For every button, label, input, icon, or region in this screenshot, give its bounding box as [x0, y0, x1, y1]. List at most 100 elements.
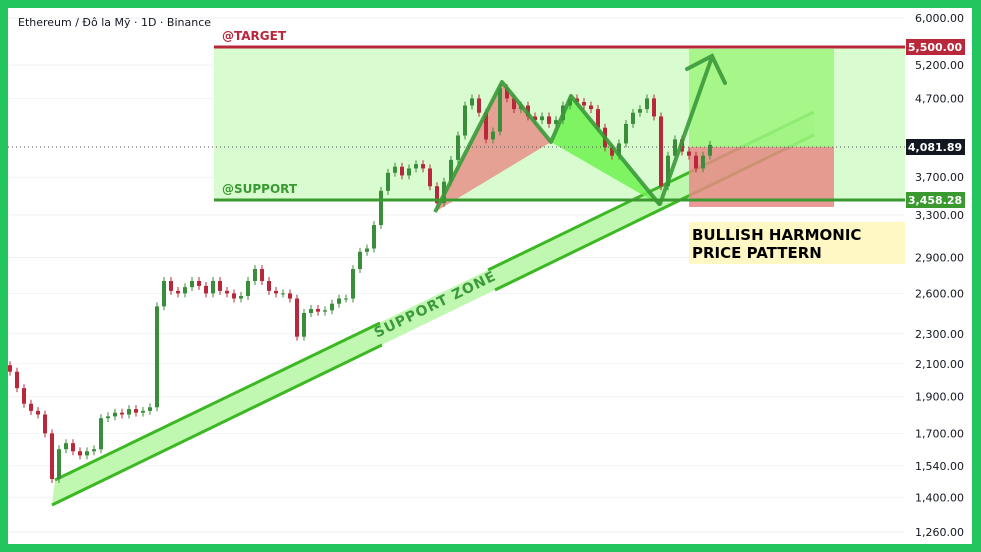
candle-body: [176, 290, 180, 294]
candle-body: [29, 403, 33, 411]
candle-body: [246, 280, 250, 296]
candle-body: [652, 98, 656, 117]
bullish-arrow-icon: [658, 53, 727, 206]
candle-body: [512, 98, 516, 110]
candle-body: [85, 451, 89, 456]
pattern-note-line2: PRICE PATTERN: [692, 244, 822, 262]
y-tick-label: 2,600.00: [915, 287, 964, 300]
candle-body: [127, 409, 131, 415]
candle-body: [211, 280, 215, 294]
candle-body: [435, 186, 439, 204]
position-loss-box: [689, 147, 834, 207]
candle-body: [295, 298, 299, 337]
y-tick-label: 1,540.00: [915, 460, 964, 473]
candle-body: [232, 293, 236, 299]
candle-body: [393, 166, 397, 173]
y-tick-label: 2,300.00: [915, 328, 964, 341]
support-zone-channel: [52, 112, 814, 505]
last-price-tag-text: 4,081.89: [908, 141, 962, 154]
candle-body: [162, 280, 166, 307]
candle-body: [15, 371, 19, 389]
candle-body: [421, 164, 425, 169]
candle-body: [92, 449, 96, 452]
candle-body: [645, 98, 649, 110]
candle-body: [386, 172, 390, 191]
candle-body: [631, 112, 635, 124]
candle-body: [540, 116, 544, 121]
support-price-tag: [906, 192, 965, 208]
candle-body: [134, 409, 138, 413]
candle-body: [414, 164, 418, 169]
position-profit-box: [689, 49, 834, 147]
candle-body: [8, 365, 12, 372]
candle-body: [484, 112, 488, 140]
candle-body: [687, 151, 691, 156]
candle-body: [337, 298, 341, 304]
candle-body: [694, 155, 698, 169]
y-tick-label: 2,900.00: [915, 251, 964, 264]
candle-body: [288, 293, 292, 299]
candle-body: [204, 285, 208, 294]
candle-body: [22, 388, 26, 404]
candle-body: [344, 298, 348, 300]
candle-body: [554, 120, 558, 124]
candle-body: [428, 168, 432, 187]
y-tick-label: 3,300.00: [915, 209, 964, 222]
candle-body: [547, 116, 551, 124]
candle-body: [120, 412, 124, 415]
candle-body: [407, 168, 411, 176]
candle-body: [610, 147, 614, 156]
candle-body: [589, 105, 593, 110]
candle-body: [330, 303, 334, 311]
price-axis[interactable]: [905, 8, 972, 544]
support-channel-lower-line: [51, 343, 383, 507]
candle-body: [456, 135, 460, 160]
candle-body: [71, 443, 75, 452]
candle-body: [197, 280, 201, 286]
target-price-tag-text: 5,500.00: [908, 41, 963, 54]
candle-body: [99, 418, 103, 450]
candle-body: [708, 144, 712, 156]
candle-body: [470, 98, 474, 106]
candle-body: [582, 101, 586, 106]
candle-body: [50, 433, 54, 479]
candle-body: [477, 98, 481, 113]
candle-body: [498, 88, 502, 132]
candle-body: [617, 143, 621, 156]
y-tick-label: 6,000.00: [915, 12, 964, 25]
candle-body: [169, 280, 173, 291]
candle-body: [365, 248, 369, 252]
candle-body: [638, 109, 642, 113]
candle-body: [596, 109, 600, 128]
candle-body: [113, 412, 117, 417]
candle-body: [64, 443, 68, 450]
y-tick-label: 1,700.00: [915, 427, 964, 440]
candle-body: [225, 290, 229, 294]
candle-body: [666, 155, 670, 187]
y-tick-label: 4,700.00: [915, 92, 964, 105]
pattern-note-box: [689, 222, 905, 264]
candle-body: [323, 310, 327, 312]
candle-body: [624, 123, 628, 144]
candle-body: [148, 407, 152, 411]
candle-body: [491, 131, 495, 140]
y-tick-label: 1,400.00: [915, 491, 964, 504]
y-tick-label: 1,260.00: [915, 526, 964, 539]
candle-body: [673, 139, 677, 156]
candle-body: [78, 451, 82, 456]
candle-body: [274, 290, 278, 294]
candle-body: [302, 312, 306, 337]
candle-body: [281, 293, 285, 295]
candle-body: [106, 416, 110, 419]
candle-body: [351, 269, 355, 299]
candle-body: [36, 410, 40, 415]
candle-body: [57, 449, 61, 479]
candle-body: [659, 116, 663, 187]
candle-body: [218, 280, 222, 291]
candle-body: [43, 414, 47, 434]
y-tick-label: 1,900.00: [915, 391, 964, 404]
last-price-tag: [906, 139, 965, 155]
target-label: @TARGET: [222, 29, 287, 43]
candle-body: [505, 88, 509, 99]
